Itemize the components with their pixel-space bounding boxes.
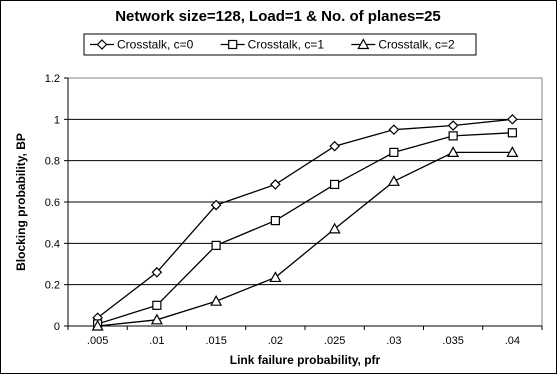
y-tick-label: 0.8 bbox=[45, 156, 60, 168]
triangle-point bbox=[387, 175, 400, 186]
triangle-point bbox=[150, 313, 163, 325]
triangle-point bbox=[210, 294, 223, 306]
square-point bbox=[270, 216, 280, 226]
square-point bbox=[389, 147, 399, 157]
diamond-point bbox=[329, 140, 340, 152]
y-tick-label: 0.2 bbox=[45, 280, 60, 292]
x-tick-label: .025 bbox=[324, 335, 345, 347]
x-tick-label: .035 bbox=[442, 335, 463, 347]
square-point bbox=[507, 128, 517, 138]
triangle-point bbox=[91, 319, 104, 331]
legend-label: Crosstalk, c=2 bbox=[378, 38, 455, 52]
y-tick-label: 0.4 bbox=[45, 238, 60, 250]
x-tick-label: .02 bbox=[268, 335, 283, 347]
square-point bbox=[211, 240, 221, 250]
diamond-point bbox=[270, 179, 281, 190]
diamond-point bbox=[447, 120, 459, 131]
x-tick-label: .005 bbox=[87, 335, 108, 347]
x-axis-title: Link failure probability, pfr bbox=[230, 353, 381, 367]
y-axis-title: Blocking probability, BP bbox=[14, 133, 28, 271]
series-line bbox=[97, 132, 513, 325]
chart-title: Network size=128, Load=1 & No. of planes… bbox=[115, 8, 441, 25]
diamond-point bbox=[210, 199, 222, 211]
square-point bbox=[152, 300, 162, 310]
y-tick-label: 0 bbox=[54, 321, 60, 333]
x-axis-ticks: .005 .01 .015 .02 .025 .03 .035 .04 bbox=[67, 325, 543, 347]
triangle-point bbox=[506, 146, 519, 157]
square-point bbox=[330, 179, 340, 190]
legend: Crosstalk, c=0 Crosstalk, c=1 Crosstalk, c… bbox=[83, 33, 477, 56]
x-tick-label: .01 bbox=[149, 335, 164, 347]
x-tick-label: .015 bbox=[205, 335, 226, 347]
diamond-point bbox=[151, 266, 163, 278]
triangle-point bbox=[328, 222, 341, 234]
legend-box bbox=[83, 33, 477, 56]
legend-triangle-marker bbox=[357, 38, 370, 50]
series-line bbox=[97, 151, 513, 327]
triangle-point bbox=[447, 146, 460, 157]
series-line bbox=[97, 118, 513, 319]
y-tick-label: 1 bbox=[54, 114, 60, 126]
y-tick-label: 0.6 bbox=[45, 197, 60, 209]
x-tick-label: .03 bbox=[386, 335, 401, 347]
legend-label: Crosstalk, c=0 bbox=[117, 38, 194, 52]
series-diamond bbox=[92, 113, 518, 324]
diamond-point bbox=[507, 113, 518, 125]
diamond-point bbox=[388, 124, 400, 136]
legend-item: Crosstalk, c=2 bbox=[351, 38, 455, 52]
square-point bbox=[448, 131, 458, 141]
legend-item: Crosstalk, c=1 bbox=[220, 38, 325, 52]
series-layer bbox=[91, 113, 519, 331]
legend-label: Crosstalk, c=1 bbox=[248, 38, 325, 52]
legend-item: Crosstalk, c=0 bbox=[90, 38, 194, 52]
legend-square-marker bbox=[228, 39, 238, 50]
y-tick-label: 1.2 bbox=[45, 73, 60, 85]
legend-diamond-marker bbox=[96, 39, 108, 50]
triangle-point bbox=[269, 271, 282, 283]
series-triangle bbox=[91, 146, 519, 331]
y-axis-ticks: 0 0.2 0.4 0.6 0.8 1 1.2 bbox=[45, 73, 69, 333]
x-tick-label: .04 bbox=[505, 335, 520, 347]
